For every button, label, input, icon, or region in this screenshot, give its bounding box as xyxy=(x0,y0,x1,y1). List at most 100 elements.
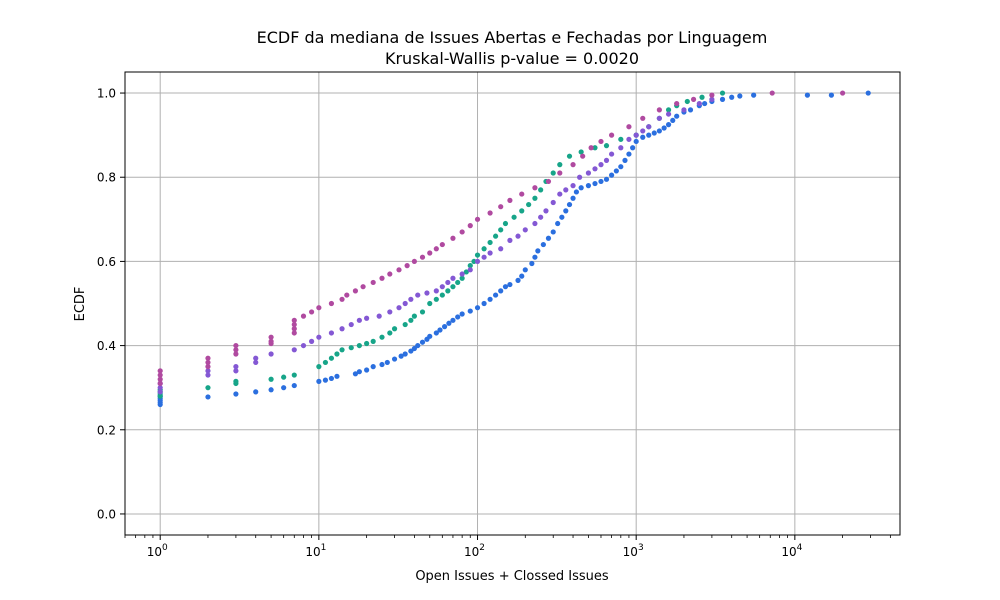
data-point xyxy=(545,235,552,241)
data-point xyxy=(450,235,456,241)
data-point xyxy=(598,162,604,168)
data-point xyxy=(291,321,297,328)
data-point xyxy=(205,355,211,361)
data-point xyxy=(709,92,715,98)
chart-title: ECDF da mediana de Issues Abertas e Fech… xyxy=(257,28,768,47)
data-point xyxy=(532,220,538,227)
data-point xyxy=(474,258,481,265)
data-point xyxy=(545,178,552,185)
data-point xyxy=(364,340,370,347)
data-point xyxy=(455,314,461,320)
data-point xyxy=(640,115,646,121)
data-point xyxy=(445,288,451,294)
data-point xyxy=(344,292,350,298)
data-point xyxy=(674,113,680,119)
data-point xyxy=(433,246,439,252)
data-point xyxy=(398,353,404,359)
data-point xyxy=(507,197,513,203)
data-point xyxy=(493,292,499,298)
data-point xyxy=(502,220,509,227)
data-point xyxy=(459,311,465,317)
data-point xyxy=(439,284,445,290)
data-point xyxy=(522,267,528,273)
data-point xyxy=(646,132,652,138)
data-point xyxy=(618,164,624,170)
data-point xyxy=(411,258,417,265)
data-point xyxy=(467,308,473,314)
data-point xyxy=(487,210,493,216)
y-tick-label: 1.0 xyxy=(97,87,116,101)
data-point xyxy=(439,241,445,248)
data-point xyxy=(498,204,504,210)
data-point xyxy=(445,279,451,286)
data-point xyxy=(498,246,504,252)
data-point xyxy=(570,183,576,189)
data-point xyxy=(592,180,598,187)
data-point xyxy=(618,145,624,151)
data-point xyxy=(459,271,465,277)
data-point xyxy=(352,371,359,377)
data-point xyxy=(598,178,604,185)
data-point xyxy=(384,359,390,366)
data-point xyxy=(205,372,211,378)
data-point xyxy=(459,275,465,281)
data-point xyxy=(467,263,473,269)
data-point xyxy=(557,162,563,168)
data-point xyxy=(519,273,525,279)
data-point xyxy=(437,327,443,333)
data-point xyxy=(519,191,525,197)
data-point xyxy=(455,279,461,286)
data-point xyxy=(540,241,546,248)
data-point xyxy=(291,347,297,353)
data-point xyxy=(665,111,672,117)
data-point xyxy=(396,267,402,273)
y-tick-label: 0.8 xyxy=(97,171,116,185)
data-point xyxy=(578,185,584,191)
data-point xyxy=(580,153,586,159)
data-point xyxy=(268,376,274,382)
data-point xyxy=(702,100,708,107)
series-4 xyxy=(157,90,846,387)
data-point xyxy=(268,334,274,340)
data-point xyxy=(281,385,287,391)
data-points xyxy=(157,90,871,408)
data-point xyxy=(651,130,657,136)
data-point xyxy=(543,208,549,214)
data-point xyxy=(532,254,538,260)
data-point xyxy=(411,313,417,319)
data-point xyxy=(467,267,473,273)
data-point xyxy=(532,195,538,201)
data-point xyxy=(656,115,662,121)
data-point xyxy=(348,345,354,351)
data-point xyxy=(626,124,632,130)
data-point xyxy=(699,94,705,100)
data-point xyxy=(157,376,163,382)
data-point xyxy=(396,305,402,311)
data-point xyxy=(535,248,541,254)
data-point xyxy=(573,189,580,195)
data-point xyxy=(646,124,652,130)
chart-subtitle: Kruskal-Wallis p-value = 0.0020 xyxy=(385,49,639,68)
data-point xyxy=(157,372,163,378)
data-point xyxy=(205,368,211,374)
data-point xyxy=(339,326,345,332)
data-point xyxy=(656,128,662,134)
data-point xyxy=(592,145,598,151)
data-point xyxy=(588,145,594,151)
y-tick-label: 0.6 xyxy=(97,255,116,269)
data-point xyxy=(609,132,615,138)
data-point xyxy=(696,100,702,107)
data-point xyxy=(515,277,521,283)
data-point xyxy=(498,227,504,233)
data-point xyxy=(515,233,521,239)
data-point xyxy=(415,342,421,349)
data-point xyxy=(404,263,410,269)
data-point xyxy=(481,254,487,260)
data-point xyxy=(364,315,370,321)
data-point xyxy=(316,305,322,311)
data-point xyxy=(309,338,315,344)
data-point xyxy=(419,254,426,260)
x-axis-label: Open Issues + Clossed Issues xyxy=(415,569,609,584)
data-point xyxy=(402,351,408,357)
data-point xyxy=(529,260,535,267)
